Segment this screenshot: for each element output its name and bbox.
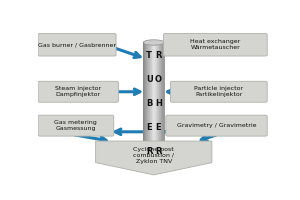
Text: Gas metering
Gasmessung: Gas metering Gasmessung xyxy=(55,120,97,131)
Ellipse shape xyxy=(143,160,164,165)
Bar xyxy=(147,42,148,163)
Text: Steam injector
Dampfinjektor: Steam injector Dampfinjektor xyxy=(55,86,101,97)
Bar xyxy=(157,42,158,163)
Text: Gravimetry / Gravimetrie: Gravimetry / Gravimetrie xyxy=(177,123,256,128)
Bar xyxy=(163,42,164,163)
Text: Cyclone post
combustion /
Zyklon TNV: Cyclone post combustion / Zyklon TNV xyxy=(133,147,174,164)
Text: T: T xyxy=(146,51,152,60)
Text: E: E xyxy=(146,123,152,132)
Bar xyxy=(145,42,146,163)
Bar xyxy=(161,42,162,163)
Bar xyxy=(159,42,160,163)
Bar xyxy=(148,42,149,163)
Ellipse shape xyxy=(143,40,164,45)
Text: Gas burner / Gasbrenner: Gas burner / Gasbrenner xyxy=(38,42,116,47)
Bar xyxy=(155,42,156,163)
Bar xyxy=(162,42,163,163)
Bar xyxy=(154,42,155,163)
Text: R: R xyxy=(146,147,152,156)
FancyBboxPatch shape xyxy=(164,34,267,56)
Text: B: B xyxy=(146,99,152,108)
FancyBboxPatch shape xyxy=(38,115,114,136)
Text: Heat exchanger
Wärmetauscher: Heat exchanger Wärmetauscher xyxy=(190,39,241,50)
Bar xyxy=(158,42,159,163)
Bar xyxy=(143,42,144,163)
Polygon shape xyxy=(96,141,212,175)
Bar xyxy=(149,42,150,163)
FancyBboxPatch shape xyxy=(166,115,267,136)
FancyBboxPatch shape xyxy=(170,81,267,102)
Text: E: E xyxy=(155,123,161,132)
Bar xyxy=(156,42,157,163)
Bar xyxy=(146,42,147,163)
FancyBboxPatch shape xyxy=(38,34,116,56)
Bar xyxy=(144,42,145,163)
Text: R: R xyxy=(155,51,162,60)
Bar xyxy=(160,42,161,163)
Text: R: R xyxy=(155,147,162,156)
Bar xyxy=(153,42,154,163)
FancyBboxPatch shape xyxy=(38,81,118,102)
Text: U: U xyxy=(146,75,152,84)
Text: O: O xyxy=(155,75,162,84)
Bar xyxy=(152,42,153,163)
Text: H: H xyxy=(155,99,162,108)
Bar xyxy=(150,42,151,163)
Bar xyxy=(151,42,152,163)
Text: Particle injector
Partikelinjektor: Particle injector Partikelinjektor xyxy=(194,86,243,97)
